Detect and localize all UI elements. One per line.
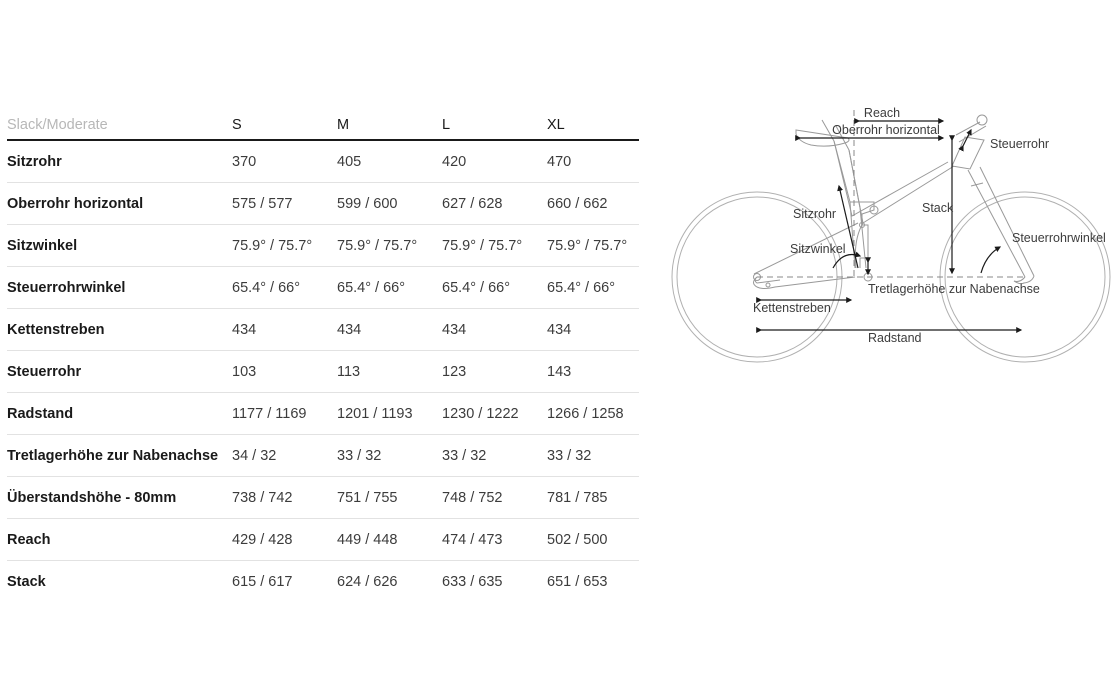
svg-text:Steuerrohr: Steuerrohr [990,137,1049,151]
svg-text:Sitzrohr: Sitzrohr [793,207,836,221]
svg-text:Reach: Reach [864,106,900,120]
svg-text:Tretlagerhöhe zur Nabenachse: Tretlagerhöhe zur Nabenachse [868,282,1040,296]
svg-text:Oberrohr horizontal: Oberrohr horizontal [832,123,940,137]
svg-text:Radstand: Radstand [868,331,922,345]
svg-text:Steuerrohrwinkel: Steuerrohrwinkel [1012,231,1106,245]
svg-text:Stack: Stack [922,201,954,215]
svg-text:Kettenstreben: Kettenstreben [753,301,831,315]
svg-text:Sitzwinkel: Sitzwinkel [790,242,846,256]
